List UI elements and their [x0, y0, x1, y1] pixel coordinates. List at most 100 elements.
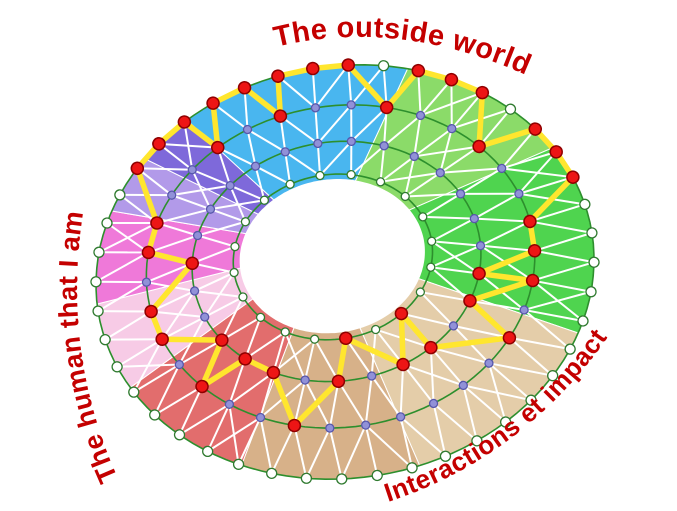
red-node[interactable] [549, 145, 563, 159]
node[interactable] [313, 138, 323, 149]
node[interactable] [415, 287, 426, 297]
node[interactable] [371, 324, 381, 335]
node[interactable] [564, 343, 576, 355]
red-node[interactable] [155, 332, 169, 346]
red-node[interactable] [379, 100, 394, 115]
red-node[interactable] [394, 306, 409, 321]
node[interactable] [458, 380, 468, 391]
node[interactable] [585, 286, 597, 298]
node[interactable] [141, 277, 152, 287]
red-node[interactable] [266, 365, 281, 380]
red-node[interactable] [463, 294, 477, 308]
node[interactable] [409, 151, 419, 162]
node[interactable] [577, 315, 589, 327]
node[interactable] [346, 136, 356, 147]
node[interactable] [114, 189, 126, 201]
node[interactable] [240, 217, 251, 227]
red-node[interactable] [144, 304, 158, 319]
node[interactable] [504, 103, 517, 115]
node[interactable] [379, 141, 389, 151]
node[interactable] [280, 147, 290, 157]
red-node[interactable] [502, 331, 517, 345]
node[interactable] [586, 227, 598, 239]
node[interactable] [128, 386, 140, 398]
node[interactable] [435, 168, 445, 178]
red-node[interactable] [341, 58, 356, 72]
node[interactable] [427, 236, 437, 246]
node[interactable] [400, 191, 410, 202]
node[interactable] [300, 375, 310, 385]
red-node[interactable] [523, 214, 537, 229]
node[interactable] [189, 286, 200, 296]
node[interactable] [250, 161, 261, 171]
red-node[interactable] [444, 72, 459, 87]
node[interactable] [448, 321, 459, 331]
node[interactable] [418, 212, 428, 222]
node[interactable] [230, 241, 240, 252]
node[interactable] [588, 256, 600, 268]
node[interactable] [497, 163, 507, 174]
node[interactable] [266, 467, 278, 479]
red-node[interactable] [273, 109, 288, 123]
node[interactable] [406, 462, 418, 474]
node[interactable] [499, 416, 512, 428]
red-node[interactable] [331, 374, 346, 389]
red-node[interactable] [306, 61, 320, 76]
node[interactable] [428, 398, 439, 409]
red-node[interactable] [152, 137, 166, 151]
red-node[interactable] [211, 140, 225, 155]
red-node[interactable] [472, 266, 486, 281]
node[interactable] [361, 420, 371, 430]
red-node[interactable] [339, 331, 353, 346]
node[interactable] [579, 198, 591, 210]
node[interactable] [525, 394, 537, 406]
red-node[interactable] [195, 379, 209, 394]
node[interactable] [310, 103, 321, 113]
node[interactable] [439, 450, 452, 462]
node[interactable] [259, 195, 270, 205]
node[interactable] [346, 100, 356, 110]
node[interactable] [426, 262, 436, 272]
red-node[interactable] [475, 85, 490, 100]
node[interactable] [309, 334, 320, 344]
node[interactable] [167, 190, 177, 200]
node[interactable] [187, 165, 197, 175]
node[interactable] [285, 179, 295, 189]
red-node[interactable] [141, 245, 156, 260]
red-node[interactable] [150, 216, 164, 230]
node[interactable] [93, 246, 105, 258]
red-node[interactable] [215, 333, 229, 347]
node[interactable] [229, 267, 239, 278]
node[interactable] [367, 371, 377, 381]
node[interactable] [300, 472, 313, 484]
node[interactable] [336, 473, 348, 485]
node[interactable] [90, 276, 102, 288]
node[interactable] [205, 204, 216, 214]
node[interactable] [111, 361, 123, 373]
red-node[interactable] [525, 273, 540, 288]
node[interactable] [224, 399, 235, 409]
red-node[interactable] [237, 80, 252, 95]
red-node[interactable] [566, 170, 580, 184]
red-node[interactable] [206, 96, 220, 110]
node[interactable] [415, 110, 426, 121]
red-node[interactable] [424, 340, 438, 355]
node[interactable] [280, 327, 290, 337]
node[interactable] [225, 180, 235, 191]
node[interactable] [192, 230, 203, 241]
node[interactable] [315, 170, 325, 181]
node[interactable] [519, 305, 529, 315]
node[interactable] [514, 189, 524, 199]
red-node[interactable] [185, 256, 200, 271]
red-node[interactable] [238, 352, 252, 366]
red-node[interactable] [130, 161, 145, 176]
node[interactable] [469, 213, 479, 224]
node[interactable] [255, 412, 266, 423]
node[interactable] [202, 445, 214, 458]
node[interactable] [471, 435, 483, 447]
red-node[interactable] [527, 244, 542, 258]
red-node[interactable] [287, 418, 302, 433]
node[interactable] [447, 123, 457, 134]
node[interactable] [200, 312, 210, 322]
node[interactable] [255, 312, 266, 323]
